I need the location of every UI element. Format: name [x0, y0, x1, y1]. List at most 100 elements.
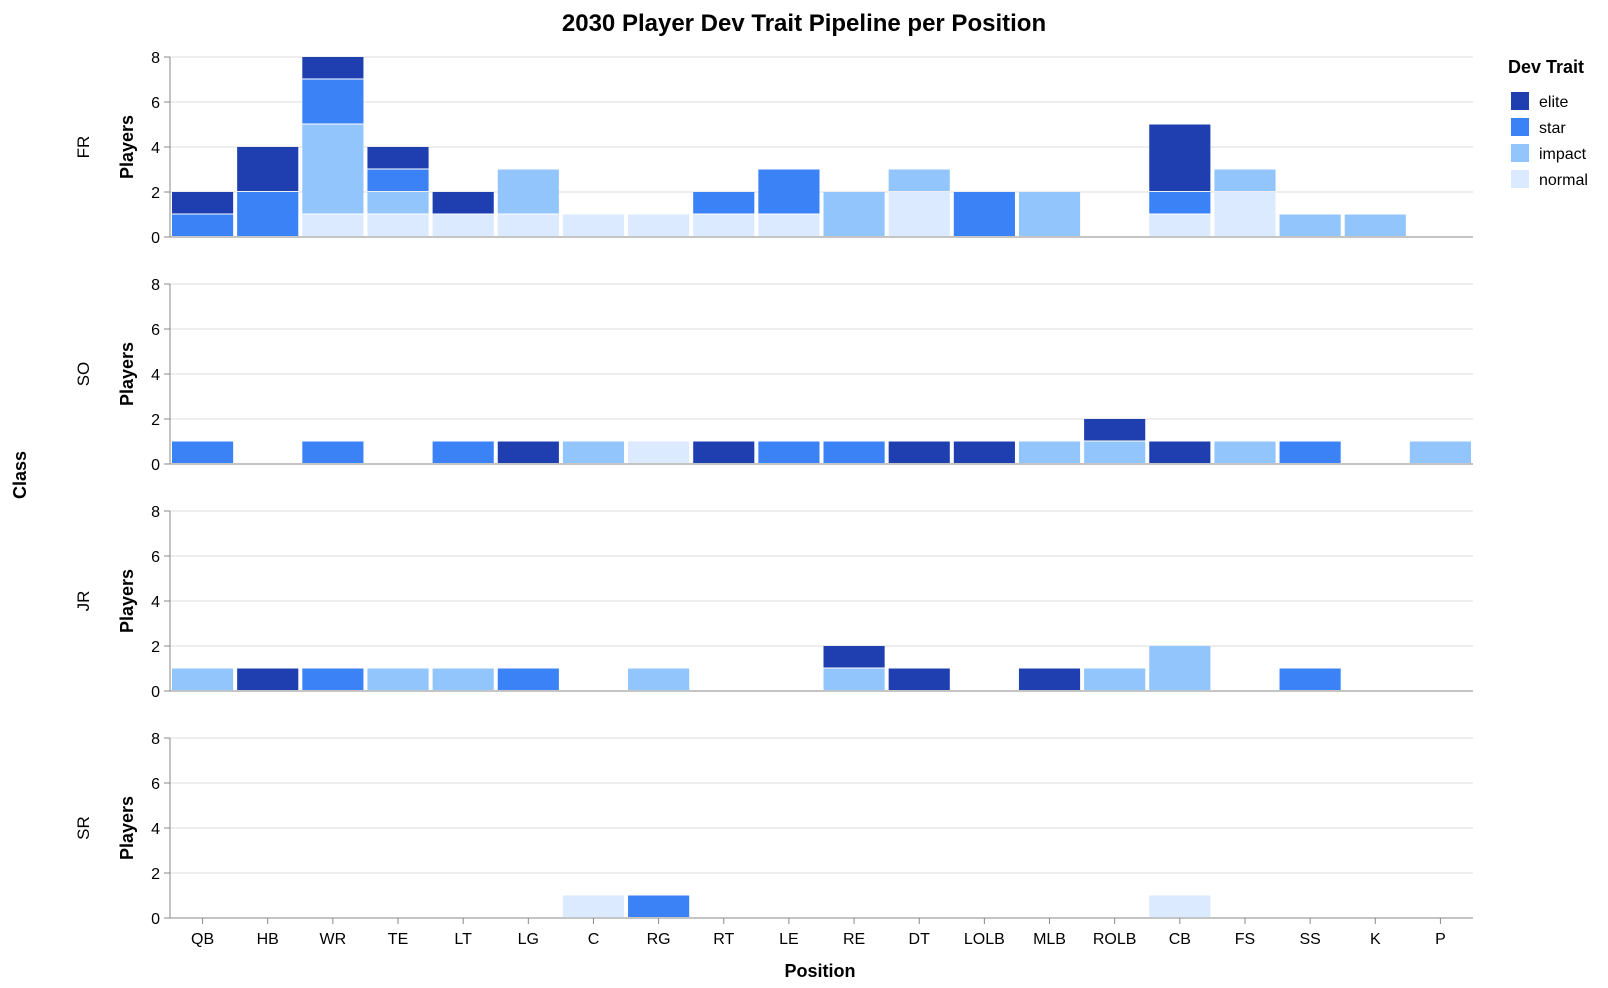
- bar-jr-lt-impact: [432, 668, 494, 690]
- x-axis-title: Position: [785, 961, 856, 981]
- bar-fr-hb-elite: [237, 147, 299, 191]
- bar-jr-qb-impact: [172, 668, 234, 690]
- bar-fr-dt-normal: [888, 192, 950, 236]
- bar-fr-te-elite: [367, 147, 429, 169]
- bar-fr-qb-elite: [172, 192, 234, 214]
- bar-so-rolb-impact: [1084, 441, 1146, 463]
- bar-jr-cb-impact: [1149, 646, 1211, 690]
- bar-jr-hb-elite: [237, 668, 299, 690]
- bar-fr-k-impact: [1344, 214, 1406, 236]
- y-tick-label: 6: [151, 776, 160, 793]
- bar-fr-fs-impact: [1214, 169, 1276, 191]
- bar-sr-cb-normal: [1149, 895, 1211, 917]
- bar-so-c-impact: [562, 441, 625, 463]
- bar-jr-dt-elite: [888, 668, 950, 690]
- bar-fr-qb-star: [172, 214, 234, 236]
- legend-label-star: star: [1539, 120, 1566, 137]
- row-label: FR: [74, 136, 93, 159]
- bar-jr-rg-impact: [628, 668, 690, 690]
- x-tick-label: WR: [320, 931, 347, 948]
- y-tick-label: 4: [151, 367, 160, 384]
- bar-fr-cb-star: [1149, 192, 1211, 214]
- bar-so-ss-star: [1279, 441, 1341, 463]
- legend-label-elite: elite: [1539, 94, 1568, 111]
- facet-sr: 0 2 4 6 8 Players SR QB HB WR TE LT LG C RG RT LE RE DT LOL…: [74, 731, 1473, 948]
- y-axis-title: Players: [117, 569, 137, 633]
- bar-fr-le-star: [758, 169, 820, 214]
- bar-fr-te-impact: [367, 192, 429, 214]
- facet-so: 0 2 4 6 8 Players SO: [74, 277, 1473, 474]
- y-tick-label: 6: [151, 322, 160, 339]
- x-tick-label: QB: [191, 931, 214, 948]
- y-tick-label: 0: [151, 230, 160, 247]
- y-tick-label: 6: [151, 549, 160, 566]
- y-tick-label: 6: [151, 95, 160, 112]
- x-tick-label: K: [1370, 931, 1381, 948]
- y-tick-label: 0: [151, 911, 160, 928]
- bar-fr-wr-star: [302, 79, 364, 124]
- x-tick-label: LE: [779, 931, 799, 948]
- y-tick-label: 2: [151, 185, 160, 202]
- y-tick-label: 0: [151, 684, 160, 701]
- y-tick-label: 2: [151, 412, 160, 429]
- bar-jr-lg-star: [497, 668, 559, 690]
- facet-jr: 0 2 4 6 8 Players JR: [74, 504, 1473, 701]
- bar-fr-lg-impact: [497, 169, 559, 214]
- bar-jr-rolb-impact: [1084, 668, 1146, 690]
- bar-sr-c-normal: [562, 895, 625, 917]
- bar-fr-lt-normal: [432, 214, 494, 236]
- x-tick-label: ROLB: [1093, 931, 1137, 948]
- y-axis-title: Players: [117, 115, 137, 179]
- bar-fr-rt-normal: [693, 214, 755, 236]
- legend-swatch-normal: [1511, 170, 1529, 188]
- x-tick-label: FS: [1235, 931, 1255, 948]
- x-tick-label: C: [588, 931, 600, 948]
- x-tick-label: LT: [454, 931, 472, 948]
- bar-so-rt-elite: [693, 441, 755, 463]
- bar-so-cb-elite: [1149, 441, 1211, 463]
- bar-jr-re-elite: [823, 646, 885, 668]
- bar-fr-lolb-star: [953, 192, 1015, 236]
- facet-panels: 0 2 4 6 8 Players FR 0 2 4 6 8 Players SO 0 2 4 6 8 Players…: [74, 50, 1473, 948]
- x-tick-label: P: [1435, 931, 1446, 948]
- x-tick-label: CB: [1169, 931, 1191, 948]
- legend-swatch-elite: [1511, 92, 1529, 110]
- y-tick-label: 0: [151, 457, 160, 474]
- bar-fr-re-impact: [823, 192, 885, 236]
- row-axis-title: Class: [10, 451, 30, 499]
- legend-swatch-star: [1511, 118, 1529, 136]
- bar-so-qb-star: [172, 441, 234, 463]
- y-axis-title: Players: [117, 796, 137, 860]
- bar-fr-mlb-impact: [1018, 192, 1081, 236]
- bar-so-rg-normal: [628, 441, 690, 463]
- bar-fr-fs-normal: [1214, 192, 1276, 236]
- bar-so-p-impact: [1409, 441, 1471, 463]
- legend-title: Dev Trait: [1508, 57, 1584, 77]
- bar-fr-cb-elite: [1149, 124, 1211, 191]
- x-tick-label: LG: [518, 931, 539, 948]
- bar-so-mlb-impact: [1018, 441, 1081, 463]
- x-tick-label: RE: [843, 931, 865, 948]
- bar-jr-re-impact: [823, 668, 885, 690]
- bar-so-re-star: [823, 441, 885, 463]
- bar-fr-te-normal: [367, 214, 429, 236]
- bar-so-fs-impact: [1214, 441, 1276, 463]
- row-label: SR: [74, 816, 93, 840]
- bar-fr-lg-normal: [497, 214, 559, 236]
- bar-fr-ss-impact: [1279, 214, 1341, 236]
- bar-fr-wr-normal: [302, 214, 364, 236]
- bar-so-le-star: [758, 441, 820, 463]
- y-tick-label: 4: [151, 140, 160, 157]
- x-tick-label: RT: [713, 931, 734, 948]
- y-tick-label: 8: [151, 731, 160, 748]
- chart-title: 2030 Player Dev Trait Pipeline per Posit…: [562, 10, 1046, 37]
- legend-label-impact: impact: [1539, 146, 1587, 163]
- bar-jr-mlb-elite: [1018, 668, 1081, 690]
- bar-fr-rt-star: [693, 192, 755, 214]
- y-tick-label: 2: [151, 866, 160, 883]
- x-tick-label: LOLB: [964, 931, 1005, 948]
- bar-fr-wr-impact: [302, 124, 364, 214]
- y-tick-label: 4: [151, 594, 160, 611]
- x-tick-label: SS: [1299, 931, 1320, 948]
